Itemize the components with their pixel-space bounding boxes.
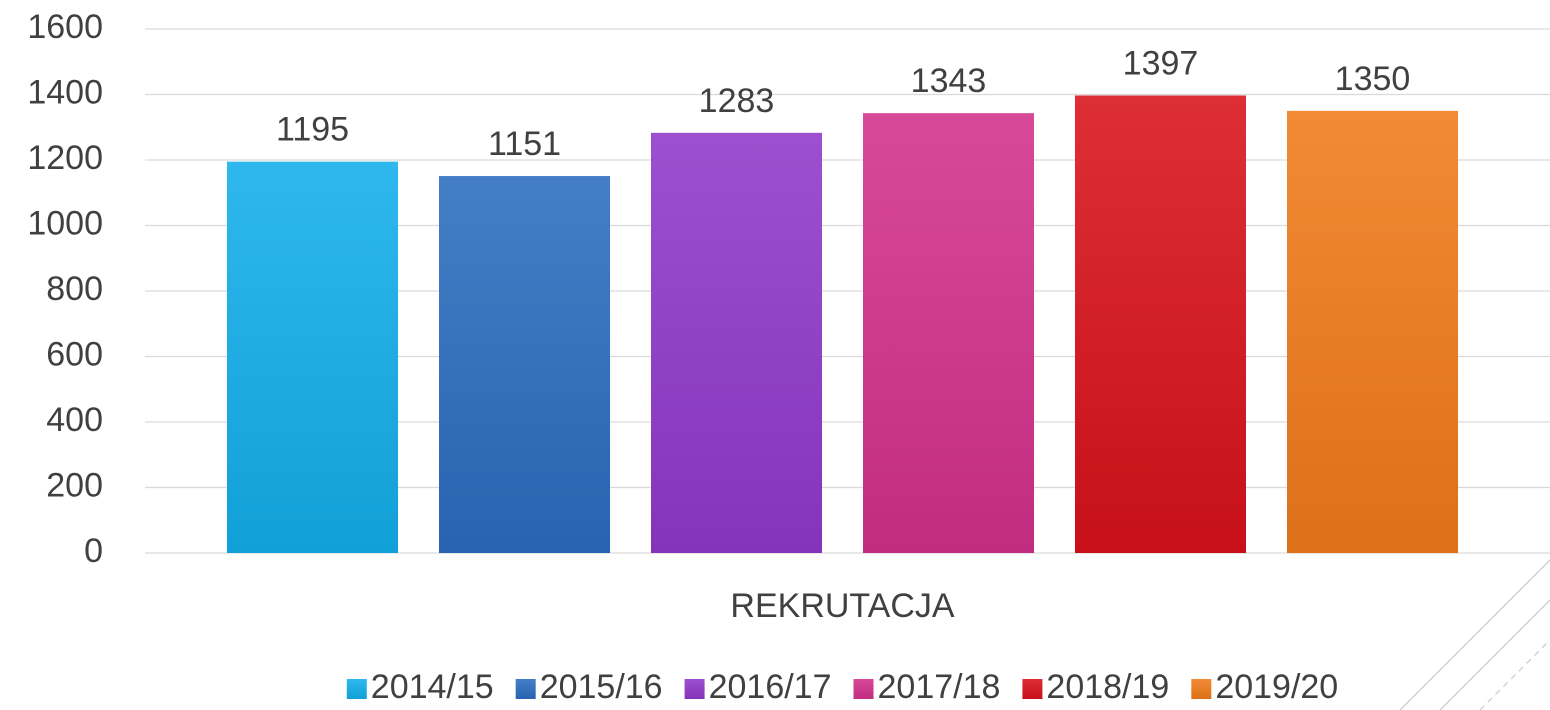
data-label: 1151	[488, 125, 561, 163]
bar	[651, 132, 822, 553]
x-tick-label: REKRUTACJA	[730, 587, 954, 625]
legend: 2014/15 2015/16 2016/17 2017/18 2018/19 2019/…	[346, 668, 1338, 706]
data-label: 1343	[911, 62, 987, 100]
legend-swatch	[853, 679, 874, 699]
y-tick-label: 1400	[27, 73, 103, 111]
bar	[227, 161, 398, 553]
y-tick-label: 400	[46, 401, 103, 439]
bar	[439, 176, 610, 554]
bar	[1075, 95, 1246, 554]
legend-label: 2014/15	[371, 668, 494, 706]
data-label: 1397	[1123, 44, 1199, 82]
legend-swatch	[515, 679, 536, 699]
y-tick-label: 200	[46, 466, 103, 504]
data-label: 1195	[276, 111, 349, 149]
bar	[863, 113, 1034, 553]
decoration	[1399, 559, 1550, 710]
legend-swatch	[346, 679, 367, 699]
legend-label: 2017/18	[878, 668, 1001, 706]
legend-swatch	[1191, 679, 1212, 699]
legend-swatch	[684, 679, 705, 699]
y-tick-label: 1600	[27, 8, 103, 46]
y-tick-label: 0	[84, 532, 103, 570]
data-label: 1350	[1335, 60, 1411, 98]
y-tick-label: 1000	[27, 204, 103, 242]
data-label: 1283	[699, 82, 775, 120]
bar	[1287, 110, 1458, 553]
legend-label: 2019/20	[1215, 668, 1338, 706]
y-tick-label: 800	[46, 270, 103, 308]
legend-label: 2018/19	[1046, 668, 1169, 706]
legend-label: 2016/17	[709, 668, 832, 706]
y-tick-label: 600	[46, 335, 103, 373]
y-tick-label: 1200	[27, 139, 103, 177]
legend-swatch	[1022, 679, 1043, 699]
legend-label: 2015/16	[540, 668, 663, 706]
